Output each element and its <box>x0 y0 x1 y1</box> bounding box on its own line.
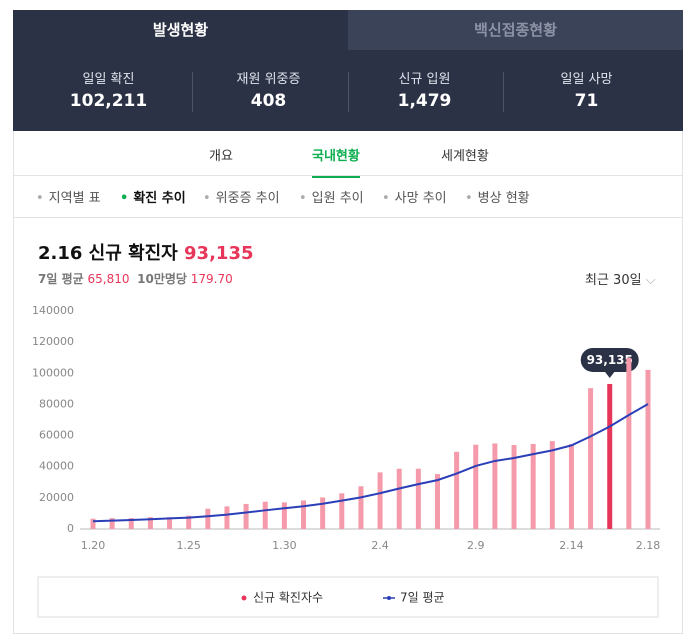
bar <box>339 493 345 529</box>
value-label: 93,135 <box>587 353 633 367</box>
subtitle: 7일 평균 65,810 10만명당 179.70 <box>38 270 233 287</box>
bar <box>301 500 307 529</box>
x-tick-label: 1.20 <box>81 539 106 552</box>
bar <box>224 506 230 529</box>
bar <box>281 502 287 529</box>
legend-label: 7일 평균 <box>400 591 445 605</box>
range-label: 최근 30일 <box>585 273 642 288</box>
stat-label: 재원 위중증 <box>236 72 301 87</box>
x-tick-label: 2.18 <box>636 539 661 552</box>
stat-label: 신규 입원 <box>398 72 451 87</box>
title-value: 93,135 <box>184 243 254 264</box>
stat-label: 일일 사망 <box>560 72 613 87</box>
header-tab[interactable]: 발생현황 <box>152 21 209 39</box>
tooltip <box>580 347 639 372</box>
title-text: 2.16 신규 확진자 <box>38 243 178 264</box>
y-tick-label: 120000 <box>32 335 74 348</box>
legend-label: 신규 확진자수 <box>253 591 323 605</box>
tab-active[interactable]: 국내현황 <box>312 145 360 178</box>
bar <box>454 451 460 529</box>
subtab[interactable]: 사망 추이 <box>382 187 447 206</box>
y-tick-label: 60000 <box>39 429 74 442</box>
bar <box>320 497 326 529</box>
stat: 일일 확진 102,211 <box>25 68 192 111</box>
divider <box>348 72 349 112</box>
stat-value: 102,211 <box>69 91 148 111</box>
legend-box <box>37 576 659 618</box>
bar <box>607 383 613 529</box>
bar <box>109 518 115 529</box>
bar <box>588 388 594 529</box>
y-tick-label: 140000 <box>32 304 74 317</box>
chart-title: 2.16 신규 확진자 93,135 <box>38 239 254 265</box>
bar <box>90 518 96 529</box>
range-dropdown[interactable]: 최근 30일 ⌵ <box>585 269 656 288</box>
tooltip-pointer <box>604 371 615 378</box>
y-tick-label: 100000 <box>32 366 74 379</box>
divider <box>192 72 193 112</box>
bar <box>358 486 364 529</box>
x-tick-label: 1.25 <box>176 539 201 552</box>
bar <box>128 518 134 529</box>
y-tick-label: 80000 <box>39 397 74 410</box>
stat-value: 408 <box>250 91 287 111</box>
subtab[interactable]: 병상 현황 <box>465 187 530 206</box>
x-tick-label: 2.9 <box>467 539 485 552</box>
bar <box>626 357 632 529</box>
stat-value: 71 <box>574 91 599 111</box>
bar <box>511 445 517 529</box>
subtab-active[interactable]: 확진 추이 <box>120 187 185 206</box>
bar <box>473 444 479 529</box>
subtab[interactable]: 지역별 표 <box>36 187 101 206</box>
chevron: ⌵ <box>645 273 656 288</box>
bar <box>568 444 574 529</box>
stat-value: 1,479 <box>397 91 452 111</box>
subtab[interactable]: 위중증 추이 <box>203 187 280 206</box>
bar <box>205 508 211 529</box>
divider <box>503 72 504 112</box>
bar <box>530 443 536 529</box>
stat: 신규 입원 1,479 <box>341 68 508 111</box>
tab[interactable]: 세계현황 <box>441 149 489 164</box>
bar <box>645 369 651 529</box>
avg-label: 7일 평균 <box>38 272 84 286</box>
per-label: 10만명당 <box>137 272 187 286</box>
bar <box>396 468 402 529</box>
bar <box>262 501 268 529</box>
per-value: 179.70 <box>190 272 233 286</box>
bar <box>492 443 498 529</box>
divider <box>14 175 682 176</box>
legend-swatch <box>387 596 391 600</box>
x-tick-label: 2.14 <box>559 539 584 552</box>
header-tab[interactable]: 백신접종현황 <box>348 10 683 50</box>
x-tick-label: 2.4 <box>371 539 389 552</box>
bar <box>167 517 173 529</box>
y-tick-label: 20000 <box>39 491 74 504</box>
panel: 개요 국내현황 세계현황 지역별 표 확진 추이 위중증 추이 입원 추이 사망… <box>13 131 683 634</box>
legend-swatch <box>241 595 247 601</box>
stat: 재원 위중증 408 <box>185 68 352 111</box>
header: 발생현황 백신접종현황 일일 확진 102,211 재원 위중증 408 신규 입원… <box>13 10 683 131</box>
tab[interactable]: 개요 <box>209 149 233 164</box>
avg-value: 65,810 <box>87 272 130 286</box>
subtab[interactable]: 입원 추이 <box>299 187 364 206</box>
stat-label: 일일 확진 <box>82 72 135 87</box>
stat: 일일 사망 71 <box>503 68 670 111</box>
bar <box>377 472 383 529</box>
bar <box>434 474 440 529</box>
bar <box>415 468 421 529</box>
bar <box>243 503 249 529</box>
bar <box>549 441 555 529</box>
line <box>92 403 649 523</box>
bar <box>147 517 153 529</box>
divider <box>14 217 682 218</box>
x-tick-label: 1.30 <box>272 539 297 552</box>
y-tick-label: 40000 <box>39 460 74 473</box>
y-tick-label: 0 <box>67 522 74 535</box>
bar <box>186 515 192 529</box>
